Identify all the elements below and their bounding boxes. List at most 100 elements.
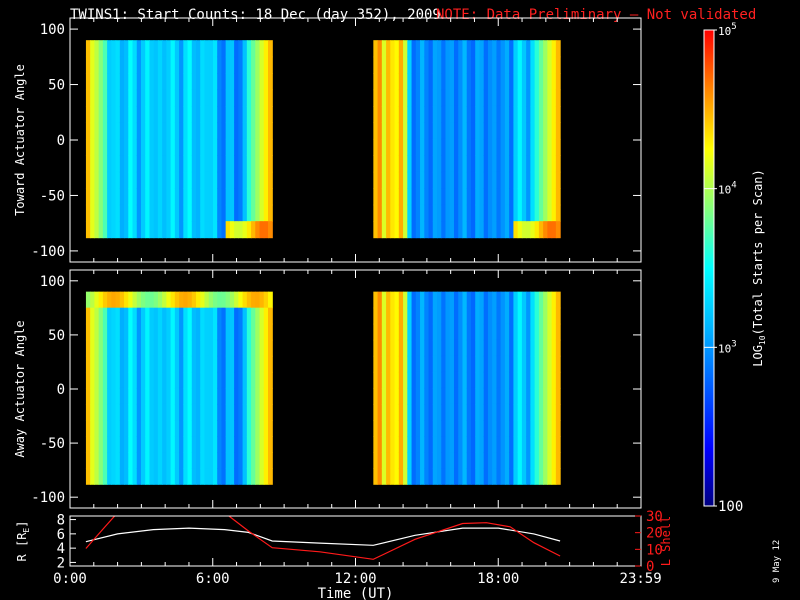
- heatmap-cell: [251, 420, 256, 437]
- heatmap-cell: [196, 307, 201, 325]
- heatmap-cell: [407, 89, 413, 107]
- heatmap-cell: [212, 452, 218, 469]
- heatmap-cell: [107, 355, 112, 373]
- heatmap-cell: [149, 420, 155, 437]
- heatmap-cell: [238, 89, 244, 107]
- heatmap-cell: [183, 138, 189, 156]
- heatmap-cell: [119, 323, 125, 341]
- heatmap-cell: [475, 105, 481, 124]
- heatmap-cell: [411, 40, 417, 58]
- heatmap-cell: [381, 291, 387, 309]
- heatmap-cell: [187, 307, 193, 325]
- heatmap-cell: [462, 355, 468, 373]
- heatmap-cell: [98, 171, 104, 189]
- heatmap-cell: [183, 73, 189, 91]
- heatmap-cell: [136, 122, 142, 140]
- heatmap-cell: [530, 40, 536, 58]
- heatmap-cell: [255, 56, 261, 74]
- heatmap-cell: [432, 387, 438, 405]
- heatmap-cell: [441, 40, 447, 58]
- heatmap-cell: [415, 387, 421, 405]
- heatmap-cell: [420, 339, 425, 357]
- heatmap-cell: [496, 468, 502, 485]
- heatmap-cell: [115, 387, 121, 405]
- heatmap-cell: [470, 188, 476, 206]
- heatmap-cell: [229, 171, 235, 189]
- heatmap-cell: [445, 204, 451, 222]
- heatmap-cell: [517, 89, 523, 107]
- heatmap-cell: [242, 221, 248, 239]
- x-tick-label: 6:00: [196, 571, 230, 587]
- heatmap-cell: [415, 188, 421, 206]
- heatmap-cell: [483, 339, 489, 357]
- heatmap-cell: [251, 468, 256, 485]
- heatmap-cell: [259, 155, 265, 173]
- heatmap-cell: [373, 339, 379, 357]
- heatmap-cell: [179, 204, 184, 222]
- heatmap-cell: [521, 307, 527, 325]
- heatmap-cell: [238, 221, 244, 239]
- heatmap-cell: [170, 387, 176, 405]
- heatmap-cell: [128, 56, 134, 74]
- heatmap-cell: [157, 339, 163, 357]
- heatmap-cell: [381, 204, 387, 222]
- heatmap-cell: [259, 89, 265, 107]
- heatmap-cell: [394, 73, 400, 91]
- heatmap-cell: [386, 171, 391, 189]
- heatmap-cell: [140, 221, 146, 239]
- heatmap-cell: [166, 468, 172, 485]
- heatmap-cell: [124, 155, 129, 173]
- heatmap-cell: [386, 221, 391, 239]
- heatmap-cell: [470, 371, 476, 389]
- heatmap-cell: [157, 436, 163, 453]
- heatmap-cell: [530, 403, 536, 421]
- heatmap-cell: [466, 188, 472, 206]
- heatmap-cell: [555, 339, 561, 357]
- heatmap-cell: [229, 204, 235, 222]
- heatmap-cell: [437, 339, 442, 357]
- heatmap-cell: [200, 291, 206, 309]
- heatmap-cell: [132, 155, 138, 173]
- heatmap-cell: [534, 452, 540, 469]
- heatmap-cell: [526, 307, 531, 325]
- y-tick-label: 50: [48, 328, 65, 344]
- heatmap-cell: [111, 40, 117, 58]
- heatmap-cell: [543, 339, 548, 357]
- heatmap-cell: [208, 105, 214, 124]
- heatmap-cell: [381, 188, 387, 206]
- heatmap-cell: [475, 89, 481, 107]
- heatmap-cell: [526, 452, 531, 469]
- heatmap-cell: [543, 403, 548, 421]
- heatmap-cell: [196, 89, 201, 107]
- heatmap-cell: [259, 171, 265, 189]
- heatmap-cell: [234, 371, 239, 389]
- heatmap-cell: [547, 291, 553, 309]
- heatmap-cell: [534, 73, 540, 91]
- heatmap-cell: [492, 371, 498, 389]
- heatmap-cell: [204, 436, 210, 453]
- heatmap-cell: [449, 355, 455, 373]
- heatmap-cell: [394, 436, 400, 453]
- heatmap-cell: [136, 452, 142, 469]
- heatmap-cell: [187, 73, 193, 91]
- heatmap-cell: [128, 468, 134, 485]
- heatmap-cell: [479, 339, 485, 357]
- heatmap-cell: [377, 323, 383, 341]
- heatmap-cell: [543, 420, 548, 437]
- heatmap-cell: [483, 420, 489, 437]
- heatmap-cell: [492, 221, 498, 239]
- heatmap-cell: [487, 403, 493, 421]
- title-main: TWINS1: Start Counts: 18 Dec (day 352), …: [70, 7, 441, 23]
- heatmap-cell: [509, 355, 515, 373]
- heatmap-cell: [538, 371, 544, 389]
- heatmap-cell: [153, 436, 159, 453]
- heatmap-cell: [157, 291, 163, 309]
- heatmap-cell: [208, 171, 214, 189]
- heatmap-cell: [551, 73, 557, 91]
- heatmap-cell: [238, 307, 244, 325]
- heatmap-cell: [547, 122, 553, 140]
- heatmap-cell: [377, 307, 383, 325]
- heatmap-cell: [238, 56, 244, 74]
- heatmap-cell: [551, 105, 557, 124]
- heatmap-cell: [90, 339, 95, 357]
